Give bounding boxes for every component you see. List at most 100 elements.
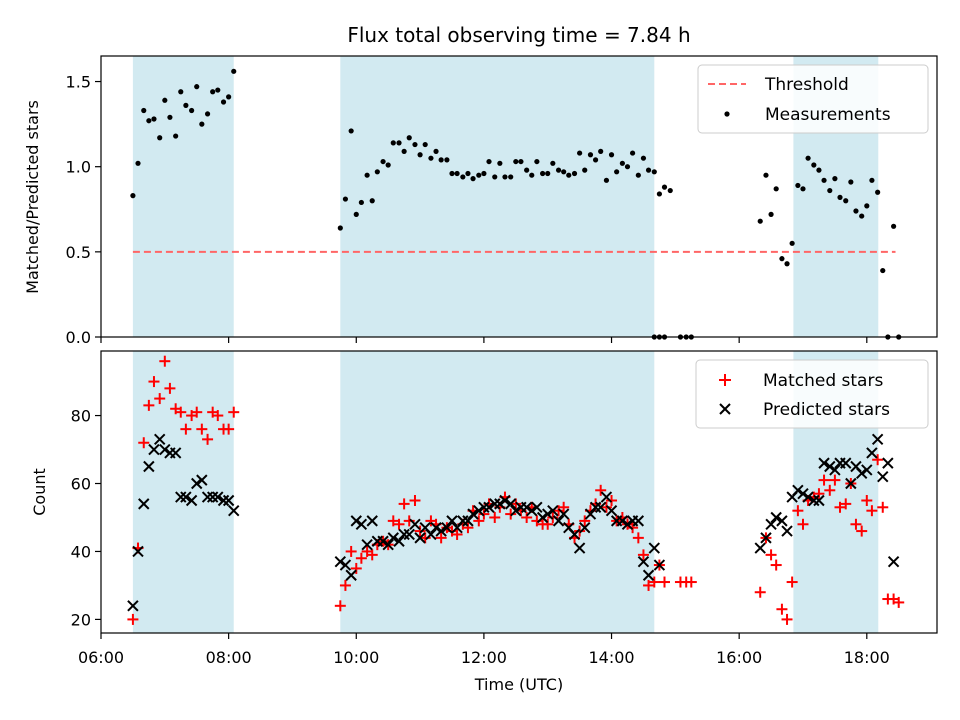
bottom-data-marks [127,355,905,625]
matched-star-point [191,406,203,418]
matched-star-point [637,549,649,561]
measurement-point [390,140,396,146]
predicted-star-point [760,532,772,544]
measurement-point [582,167,588,173]
predicted-star-point [345,569,357,581]
legend-threshold-label: Threshold [764,75,849,95]
predicted-marker-b [377,535,389,547]
matched-star-point [473,515,485,527]
predicted-star-point [616,515,629,527]
matched-star-point [574,525,586,537]
measurement-point [540,170,546,177]
predicted-marker-b [206,491,219,503]
predicted-marker-b [845,477,857,490]
matched-star-point [510,498,522,510]
predicted-marker-b [403,528,415,541]
measurement-point [231,68,237,74]
predicted-marker-b [621,518,634,530]
predicted-marker-b [526,504,538,517]
predicted-marker-b [154,433,166,446]
matched-star-point [223,423,235,435]
measurement-point [342,196,349,202]
measurement-point [380,158,386,165]
measurement-point [412,141,418,148]
measurement-point [157,135,163,141]
predicted-star-point [520,501,533,513]
measurement-point [545,170,551,177]
matched-star-point [202,433,214,445]
predicted-marker-b [366,515,378,527]
matched-star-point [478,508,490,520]
predicted-star-point [159,443,171,456]
predicted-star-point [180,491,192,503]
predicted-star-point [632,515,645,527]
predicted-marker-b [573,542,586,554]
predicted-marker-b [797,487,809,500]
predicted-marker-b [594,501,607,513]
predicted-star-point [547,504,559,517]
measurement-point [795,182,801,189]
predicted-star-point [887,555,900,568]
matched-star-point [877,501,889,513]
matched-star-point [398,498,410,510]
matched-star-point [138,437,150,449]
measurement-point [167,114,173,120]
matched-star-point [148,376,160,388]
matched-star-point [840,498,852,510]
predicted-marker-b [855,467,868,480]
matched-star-point [414,525,426,537]
predicted-star-point [228,504,240,517]
predicted-marker-b [584,508,597,520]
measurement-point [215,87,221,93]
measurement-point [417,152,423,158]
measurement-point [864,203,870,209]
chart-title: Flux total observing time = 7.84 h [347,23,690,47]
predicted-marker-b [361,538,373,551]
matched-star-point [770,559,782,571]
predicted-marker-b [169,447,182,459]
predicted-marker-b [579,521,591,534]
matched-star-point [754,586,766,598]
predicted-marker-b [877,471,889,483]
measurement-point [832,176,838,182]
predicted-star-point [861,464,873,476]
predicted-star-point [882,457,894,469]
measurement-point [667,187,673,194]
measurement-point [571,170,578,177]
matched-star-point [196,423,208,435]
measurement-point [492,174,498,180]
predicted-star-point [387,532,399,544]
predicted-star-point [366,515,378,527]
measurement-point [358,199,364,206]
predicted-star-point [579,521,591,534]
measurement-point [454,170,460,177]
predicted-marker-b [467,508,479,520]
predicted-star-point [557,508,570,520]
predicted-star-point [334,555,347,568]
matched-star-point [542,518,554,530]
observing-interval-shade [132,351,234,633]
bottom-y-ticks: 20 40 60 80 [71,407,101,629]
measurement-point [789,240,795,246]
predicted-marker-b [222,494,235,507]
predicted-marker-b [552,515,565,527]
measurement-point [141,107,147,114]
predicted-marker-b [489,498,501,510]
predicted-marker-b [882,457,894,469]
measurement-point [396,140,402,146]
predicted-star-point [425,528,437,541]
matched-star-point [451,528,463,540]
measurement-point [518,158,524,165]
measurement-point [151,116,157,122]
measurement-point [194,84,200,90]
predicted-marker-b [339,559,352,571]
predicted-marker-b [393,535,405,547]
predicted-marker-b [387,532,399,544]
matched-star-point [462,522,474,534]
top-axes-frame [100,55,938,338]
measurement-point [624,164,631,170]
matched-star-point [228,406,240,418]
predicted-star-point [148,443,160,456]
measurement-point [843,198,849,204]
measurement-point [348,128,354,134]
